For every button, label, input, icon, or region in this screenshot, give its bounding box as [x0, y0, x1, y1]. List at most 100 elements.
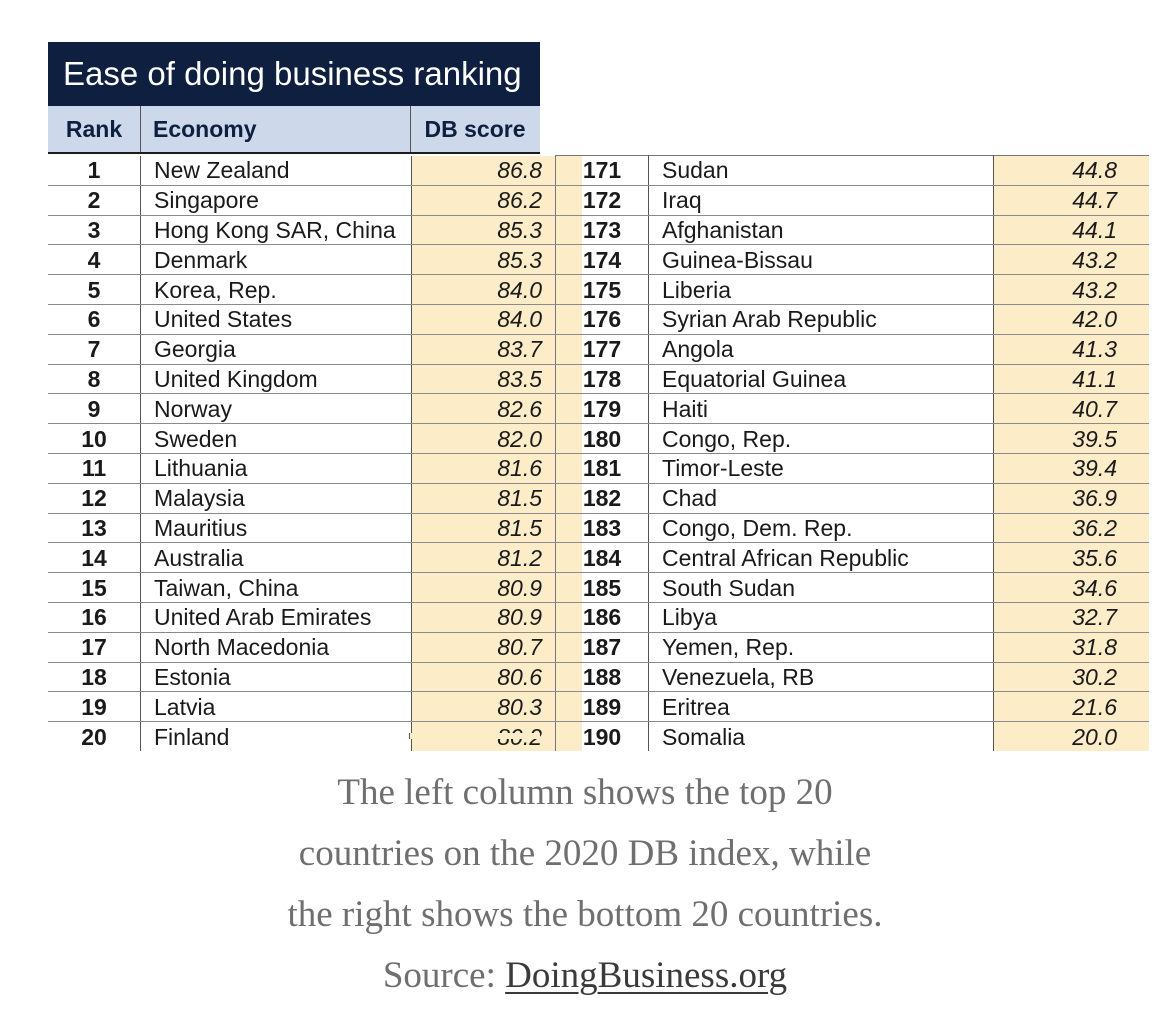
table-row: 183 Congo, Dem. Rep. 36.2: [555, 513, 1149, 544]
economy-cell: Congo, Rep.: [648, 423, 994, 454]
caption-line: countries on the 2020 DB index, while: [298, 833, 872, 874]
economy-cell: Singapore: [140, 185, 412, 216]
score-cell: 80.6: [411, 662, 582, 693]
rank-cell: 171: [555, 155, 649, 186]
table-row: 176 Syrian Arab Republic 42.0: [555, 304, 1149, 335]
rank-cell: 186: [555, 602, 649, 633]
economy-cell: Timor-Leste: [648, 453, 994, 484]
score-cell: 81.5: [411, 483, 582, 514]
economy-cell: Iraq: [648, 185, 994, 216]
rank-cell: 185: [555, 572, 649, 603]
table-row: 9 Norway 82.6: [48, 393, 582, 425]
header-rank: Rank: [65, 116, 123, 142]
table-row: 175 Liberia 43.2: [555, 274, 1149, 305]
score-cell: 81.6: [411, 453, 582, 484]
score-cell: 81.5: [411, 513, 582, 544]
score-cell: 84.0: [411, 274, 582, 305]
rank-cell: 172: [555, 185, 649, 216]
source-link[interactable]: DoingBusiness.org: [505, 955, 788, 996]
table-row: 182 Chad 36.9: [555, 483, 1149, 514]
table-row: 2 Singapore 86.2: [48, 185, 582, 216]
score-cell: 82.0: [411, 423, 582, 454]
score-cell: 80.3: [411, 691, 582, 723]
economy-cell: Norway: [140, 393, 412, 425]
score-cell: 44.1: [993, 215, 1149, 246]
header-economy: Economy: [153, 116, 257, 142]
economy-cell: Somalia: [648, 721, 994, 751]
score-cell: 81.2: [411, 542, 582, 574]
score-cell: 83.7: [411, 334, 582, 365]
rank-cell: 176: [555, 304, 649, 335]
table-row: 181 Timor-Leste 39.4: [555, 453, 1149, 484]
economy-cell: Guinea-Bissau: [648, 244, 994, 276]
rank-cell: 187: [555, 632, 649, 663]
score-cell: 40.7: [993, 393, 1149, 425]
table-row: 185 South Sudan 34.6: [555, 572, 1149, 603]
table-row: 10 Sweden 82.0: [48, 423, 582, 454]
table-row: 187 Yemen, Rep. 31.8: [555, 632, 1149, 663]
rank-cell: 181: [555, 453, 649, 484]
rank-cell: 175: [555, 274, 649, 305]
economy-cell: Malaysia: [140, 483, 412, 514]
economy-cell: Sweden: [140, 423, 412, 454]
caption-line: the right shows the bottom 20 countries.: [287, 894, 883, 935]
bottom-20-table: 171 Sudan 44.8 172 Iraq 44.7 173 Afghanistan 44.…: [555, 155, 1149, 751]
table-row: 184 Central African Republic 35.6: [555, 542, 1149, 574]
economy-cell: Afghanistan: [648, 215, 994, 246]
rank-cell: 18: [48, 662, 141, 693]
table-title: Ease of doing business ranking: [48, 42, 540, 106]
score-cell: 80.9: [411, 602, 582, 633]
table-row: 12 Malaysia 81.5: [48, 483, 582, 514]
table-row: 14 Australia 81.2: [48, 542, 582, 574]
score-cell: 80.9: [411, 572, 582, 603]
table-row: 5 Korea, Rep. 84.0: [48, 274, 582, 305]
table-row: 177 Angola 41.3: [555, 334, 1149, 365]
rank-cell: 4: [48, 244, 141, 276]
score-cell: 39.5: [993, 423, 1149, 454]
table-row: 186 Libya 32.7: [555, 602, 1149, 633]
economy-cell: United States: [140, 304, 412, 335]
economy-cell: Georgia: [140, 334, 412, 365]
score-cell: 44.7: [993, 185, 1149, 216]
table-tail: [48, 733, 540, 739]
score-cell: 30.2: [993, 662, 1149, 693]
economy-cell: Liberia: [648, 274, 994, 305]
economy-cell: Eritrea: [648, 691, 994, 723]
economy-cell: Chad: [648, 483, 994, 514]
rank-cell: 10: [48, 423, 141, 454]
table-row: 4 Denmark 85.3: [48, 244, 582, 276]
rank-cell: 3: [48, 215, 141, 246]
rank-cell: 5: [48, 274, 141, 305]
rank-cell: 8: [48, 364, 141, 395]
table-row: 16 United Arab Emirates 80.9: [48, 602, 582, 633]
table-row: 171 Sudan 44.8: [555, 155, 1149, 186]
economy-cell: Central African Republic: [648, 542, 994, 574]
rank-cell: 182: [555, 483, 649, 514]
caption-source: Source: DoingBusiness.org: [0, 945, 1170, 1006]
table-row: 178 Equatorial Guinea 41.1: [555, 364, 1149, 395]
table-row: 174 Guinea-Bissau 43.2: [555, 244, 1149, 276]
economy-cell: Syrian Arab Republic: [648, 304, 994, 335]
rank-cell: 178: [555, 364, 649, 395]
economy-cell: Venezuela, RB: [648, 662, 994, 693]
rank-cell: 179: [555, 393, 649, 425]
rank-cell: 184: [555, 542, 649, 574]
score-cell: 20.0: [993, 721, 1149, 751]
economy-cell: Haiti: [648, 393, 994, 425]
score-cell: 85.3: [411, 215, 582, 246]
table-row: 1 New Zealand 86.8: [48, 156, 582, 186]
economy-cell: Finland: [140, 721, 412, 751]
rank-cell: 180: [555, 423, 649, 454]
rank-cell: 9: [48, 393, 141, 425]
table-row: 188 Venezuela, RB 30.2: [555, 662, 1149, 693]
economy-cell: Australia: [140, 542, 412, 574]
economy-cell: Congo, Dem. Rep.: [648, 513, 994, 544]
score-cell: 43.2: [993, 244, 1149, 276]
score-cell: 21.6: [993, 691, 1149, 723]
economy-cell: Angola: [648, 334, 994, 365]
economy-cell: United Arab Emirates: [140, 602, 412, 633]
economy-cell: New Zealand: [140, 156, 412, 186]
economy-cell: Mauritius: [140, 513, 412, 544]
score-cell: 82.6: [411, 393, 582, 425]
rank-cell: 7: [48, 334, 141, 365]
